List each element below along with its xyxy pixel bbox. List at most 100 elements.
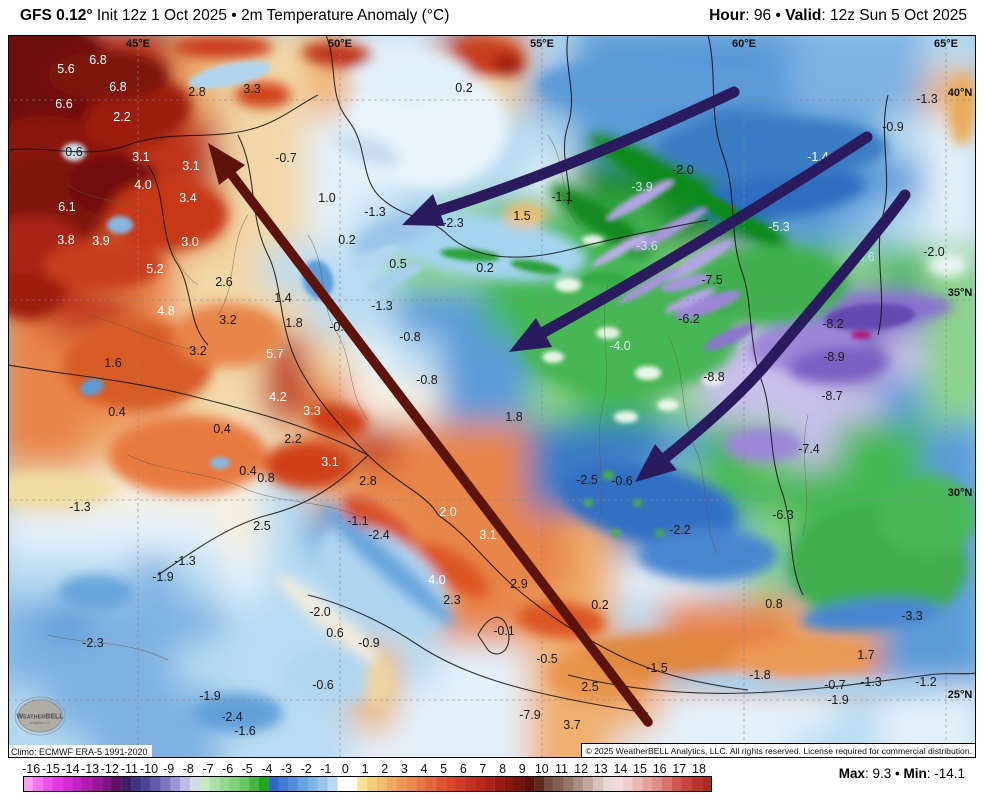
svg-text:0.4: 0.4 xyxy=(108,405,125,419)
svg-text:0.2: 0.2 xyxy=(455,81,472,95)
svg-text:3.8: 3.8 xyxy=(57,233,74,247)
svg-text:3.2: 3.2 xyxy=(219,313,236,327)
svg-text:-0.8: -0.8 xyxy=(416,373,438,387)
svg-text:-2.5: -2.5 xyxy=(576,473,598,487)
svg-text:6.1: 6.1 xyxy=(58,200,75,214)
svg-text:-2.2: -2.2 xyxy=(669,523,691,537)
svg-text:-0.7: -0.7 xyxy=(824,678,846,692)
svg-text:-7.4: -7.4 xyxy=(798,442,820,456)
svg-text:0.2: 0.2 xyxy=(476,261,493,275)
svg-text:-6.3: -6.3 xyxy=(772,508,794,522)
svg-text:3.7: 3.7 xyxy=(563,718,580,732)
svg-text:-0.7: -0.7 xyxy=(275,151,297,165)
svg-text:2.3: 2.3 xyxy=(443,593,460,607)
svg-text:40°N: 40°N xyxy=(948,87,973,99)
svg-text:65°E: 65°E xyxy=(934,38,958,50)
svg-text:5.6: 5.6 xyxy=(57,62,74,76)
svg-text:1.8: 1.8 xyxy=(505,410,522,424)
svg-text:2.9: 2.9 xyxy=(510,577,527,591)
svg-text:1.7: 1.7 xyxy=(857,648,874,662)
svg-text:3.2: 3.2 xyxy=(189,344,206,358)
svg-text:3.4: 3.4 xyxy=(179,191,196,205)
svg-text:-0.5: -0.5 xyxy=(536,652,558,666)
svg-text:6.8: 6.8 xyxy=(89,53,106,67)
svg-text:-2.0: -2.0 xyxy=(672,163,694,177)
svg-text:-1.1: -1.1 xyxy=(551,190,573,204)
svg-text:3.9: 3.9 xyxy=(92,234,109,248)
svg-text:0.4: 0.4 xyxy=(239,464,256,478)
svg-text:2.2: 2.2 xyxy=(284,432,301,446)
svg-text:1.0: 1.0 xyxy=(318,191,335,205)
svg-text:-2.3: -2.3 xyxy=(442,216,464,230)
svg-text:60°E: 60°E xyxy=(732,38,756,50)
svg-text:-0.9: -0.9 xyxy=(358,636,380,650)
svg-text:45°E: 45°E xyxy=(126,38,150,50)
svg-text:-3.6: -3.6 xyxy=(636,239,658,253)
svg-text:0.8: 0.8 xyxy=(257,471,274,485)
svg-text:55°E: 55°E xyxy=(530,38,554,50)
svg-text:0.6: 0.6 xyxy=(65,145,82,159)
svg-text:5.2: 5.2 xyxy=(146,262,163,276)
svg-text:-3.3: -3.3 xyxy=(901,609,923,623)
svg-text:4.0: 4.0 xyxy=(428,573,445,587)
svg-text:-8.2: -8.2 xyxy=(822,317,844,331)
svg-text:-2.4: -2.4 xyxy=(368,528,390,542)
svg-text:-2.0: -2.0 xyxy=(923,245,945,259)
svg-text:-1.6: -1.6 xyxy=(234,724,256,738)
svg-text:-1.9: -1.9 xyxy=(199,689,221,703)
svg-text:-0.9: -0.9 xyxy=(882,120,904,134)
svg-text:3.0: 3.0 xyxy=(181,235,198,249)
svg-text:3.1: 3.1 xyxy=(132,150,149,164)
svg-text:-2.3: -2.3 xyxy=(82,636,104,650)
svg-text:6.8: 6.8 xyxy=(109,80,126,94)
svg-text:-8.9: -8.9 xyxy=(823,350,845,364)
svg-text:-1.2: -1.2 xyxy=(915,675,937,689)
svg-text:2.8: 2.8 xyxy=(188,85,205,99)
svg-text:1.6: 1.6 xyxy=(104,356,121,370)
svg-text:1.8: 1.8 xyxy=(285,316,302,330)
svg-text:0.5: 0.5 xyxy=(389,257,406,271)
svg-text:-1.9: -1.9 xyxy=(152,570,174,584)
svg-text:50°E: 50°E xyxy=(328,38,352,50)
svg-text:-1.1: -1.1 xyxy=(347,514,369,528)
svg-text:4.8: 4.8 xyxy=(157,304,174,318)
svg-text:0.4: 0.4 xyxy=(213,422,230,436)
svg-text:3.1: 3.1 xyxy=(479,528,496,542)
svg-text:0.2: 0.2 xyxy=(338,233,355,247)
svg-text:2.2: 2.2 xyxy=(113,110,130,124)
svg-text:3.1: 3.1 xyxy=(182,159,199,173)
svg-text:-6.2: -6.2 xyxy=(678,312,700,326)
svg-text:2.6: 2.6 xyxy=(215,275,232,289)
svg-text:3.3: 3.3 xyxy=(243,82,260,96)
svg-text:-2.0: -2.0 xyxy=(309,605,331,619)
svg-text:-1.9: -1.9 xyxy=(827,693,849,707)
svg-text:-7.5: -7.5 xyxy=(701,273,723,287)
svg-text:1.4: 1.4 xyxy=(274,291,291,305)
svg-text:-0.1: -0.1 xyxy=(493,624,515,638)
svg-text:35°N: 35°N xyxy=(948,287,973,299)
svg-text:2.8: 2.8 xyxy=(359,474,376,488)
svg-text:0.8: 0.8 xyxy=(765,597,782,611)
svg-text:-1.3: -1.3 xyxy=(860,675,882,689)
svg-text:-8.8: -8.8 xyxy=(703,370,725,384)
svg-text:2.0: 2.0 xyxy=(439,505,456,519)
svg-text:2.5: 2.5 xyxy=(253,519,270,533)
svg-text:-3.9: -3.9 xyxy=(631,180,653,194)
svg-text:-8.7: -8.7 xyxy=(821,389,843,403)
svg-text:-2.4: -2.4 xyxy=(221,710,243,724)
svg-text:-5.3: -5.3 xyxy=(768,220,790,234)
svg-text:-1.5: -1.5 xyxy=(646,661,668,675)
svg-text:-1.3: -1.3 xyxy=(69,500,91,514)
svg-text:-1.3: -1.3 xyxy=(364,205,386,219)
svg-text:-1.3: -1.3 xyxy=(371,299,393,313)
svg-text:1.5: 1.5 xyxy=(513,209,530,223)
svg-text:5.7: 5.7 xyxy=(266,347,283,361)
svg-text:25°N: 25°N xyxy=(948,689,973,701)
svg-text:-0.6: -0.6 xyxy=(312,678,334,692)
svg-text:-0.8: -0.8 xyxy=(399,330,421,344)
svg-text:-1.3: -1.3 xyxy=(174,554,196,568)
svg-text:4.0: 4.0 xyxy=(134,178,151,192)
svg-text:6.6: 6.6 xyxy=(55,97,72,111)
svg-text:3.1: 3.1 xyxy=(321,455,338,469)
svg-text:0.6: 0.6 xyxy=(326,626,343,640)
